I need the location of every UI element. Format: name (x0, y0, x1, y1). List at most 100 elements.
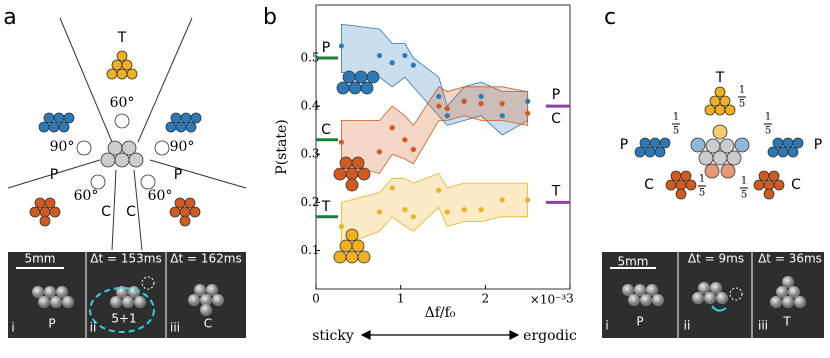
panel-a-diagram (7, 17, 247, 251)
data-point (499, 113, 505, 119)
data-point (376, 209, 383, 215)
fraction-num: 1 (741, 176, 747, 187)
frame-label: i (605, 319, 608, 333)
state-label: P (48, 317, 55, 331)
x-tick-label: 0 (312, 292, 320, 306)
fraction-den: 5 (765, 126, 771, 137)
y-tick-label: 0.4 (300, 99, 319, 113)
x-multiplier: ×10⁻³ (530, 293, 567, 307)
data-point (461, 206, 467, 213)
frame-label: i (11, 321, 14, 335)
data-point (499, 101, 505, 107)
data-point (444, 209, 450, 215)
data-point (376, 149, 383, 155)
photo-strip (602, 252, 824, 338)
reference-label: C (321, 122, 331, 138)
state-label: C (791, 177, 801, 193)
state-label: C (126, 204, 136, 220)
fraction-num: 1 (673, 112, 679, 123)
state-label: C (644, 177, 654, 193)
y-axis-label: P(state) (274, 119, 290, 174)
state-label: C (204, 317, 212, 331)
data-point (338, 139, 344, 145)
confidence-band (340, 172, 529, 247)
data-point (402, 206, 408, 213)
cluster-icons (634, 86, 804, 200)
time-label: Δt = 162ms (170, 252, 241, 266)
state-label: T (715, 70, 725, 86)
data-point (376, 52, 383, 59)
data-point (525, 110, 531, 116)
state-label: C (101, 204, 111, 220)
fraction-den: 5 (673, 126, 679, 137)
reference-label: P (322, 40, 330, 56)
plot-frame (315, 4, 571, 290)
data-point (525, 197, 531, 203)
data-point (444, 113, 450, 119)
x-tick-label: 2 (482, 292, 490, 306)
data-point (499, 197, 505, 203)
fraction-den: 5 (739, 99, 745, 110)
y-tick-label: 0.5 (300, 50, 319, 64)
data-point (402, 137, 408, 143)
scale-label: 5mm (617, 255, 648, 269)
y-tick-label: 0.1 (300, 243, 319, 257)
fractions: 1 5 1 5 1 5 1 5 1 5 (672, 85, 772, 201)
angle-label: 60° (74, 188, 99, 204)
cluster-icons (333, 70, 380, 264)
state-label: P (174, 167, 182, 183)
data-point (389, 60, 395, 66)
frame-label: ii (684, 319, 691, 333)
y-tick-label: 0.2 (300, 195, 319, 209)
time-label: Δt = 36ms (758, 252, 822, 266)
data-point (389, 125, 395, 131)
panel-label: c (604, 5, 616, 30)
frame-label: iii (170, 321, 180, 335)
scale-label: 5mm (24, 252, 55, 266)
data-point (410, 146, 416, 153)
angle-label: 90° (50, 139, 75, 155)
y-tick-label: 0.3 (300, 147, 319, 161)
fraction-num: 1 (739, 85, 745, 96)
confidence-band (340, 86, 529, 174)
reference-label: C (551, 111, 561, 127)
regime-label: sticky (312, 328, 354, 344)
angle-label: 90° (170, 139, 195, 155)
reference-label: T (551, 183, 561, 199)
data-point (338, 223, 344, 230)
data-point (402, 52, 408, 59)
cluster-icons (29, 50, 202, 227)
fraction-num: 1 (699, 174, 705, 185)
frame-label: iii (758, 319, 768, 333)
frame-label: ii (90, 321, 97, 335)
x-axis-label: Δf/f₀ (425, 305, 456, 321)
reference-label: P (552, 87, 560, 103)
data-point (338, 43, 344, 49)
photo-strip (8, 252, 246, 338)
data-point (436, 93, 442, 100)
fraction-den: 5 (741, 190, 747, 201)
state-label: P (50, 167, 58, 183)
data-point (389, 185, 395, 191)
angle-label: 60° (110, 95, 135, 111)
time-label: Δt = 153ms (90, 252, 161, 266)
fraction-num: 1 (765, 112, 771, 123)
state-label: P (814, 137, 822, 153)
data-point (444, 105, 450, 112)
data-point (436, 187, 442, 193)
panel-label: a (3, 5, 16, 30)
move-label: 5+1 (111, 312, 136, 326)
time-label: Δt = 9ms (688, 252, 744, 266)
state-label: T (117, 30, 127, 46)
reference-label: T (321, 199, 331, 215)
data-point (525, 98, 531, 104)
data-point (410, 214, 416, 220)
double-arrow (360, 330, 520, 340)
angle-label: 60° (148, 188, 173, 204)
data-point (478, 101, 484, 107)
state-label: T (782, 315, 791, 329)
data-point (410, 62, 416, 68)
regime-label: ergodic (523, 328, 577, 344)
